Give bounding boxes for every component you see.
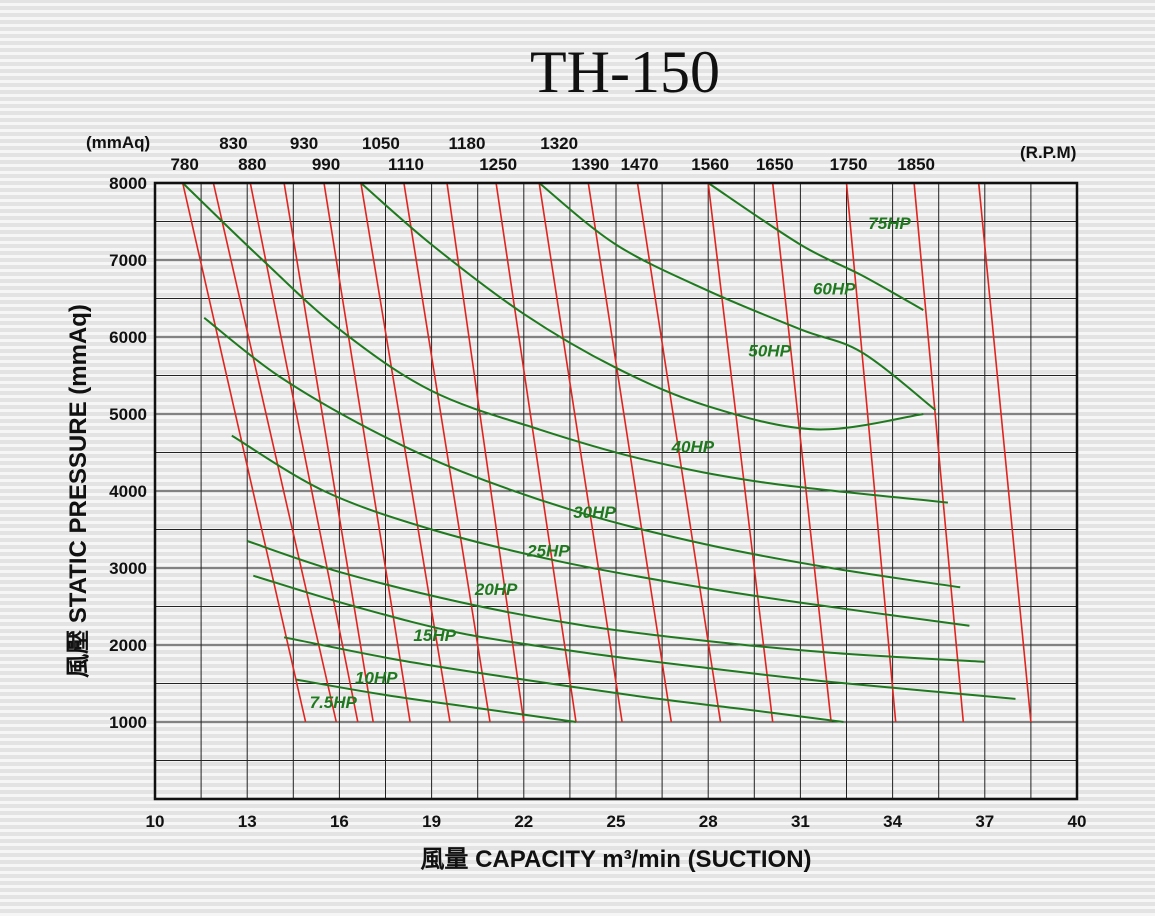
rpm-line	[495, 182, 577, 723]
rpm-line	[212, 182, 338, 723]
x-tick-label: 10	[146, 812, 165, 831]
x-tick-label: 19	[422, 812, 441, 831]
rpm-label: 1050	[362, 134, 400, 153]
x-tick-label: 37	[975, 812, 994, 831]
hp-label: 25HP	[526, 541, 570, 560]
hp-curve	[182, 182, 949, 504]
grid	[155, 183, 1077, 799]
hp-label: 50HP	[748, 341, 791, 360]
rpm-line	[283, 182, 374, 723]
rpm-label: 1180	[449, 134, 486, 153]
y-tick-label: 8000	[109, 174, 147, 193]
y-tick-label: 1000	[109, 713, 147, 732]
rpm-label: 780	[170, 155, 198, 174]
rpm-line	[707, 182, 774, 723]
rpm-line	[636, 182, 722, 723]
rpm-unit-label: (R.P.M)	[1020, 143, 1076, 162]
x-tick-label: 13	[238, 812, 257, 831]
rpm-label: 1320	[540, 134, 578, 153]
y-tick-label: 3000	[109, 559, 147, 578]
hp-label: 60HP	[813, 280, 856, 299]
rpm-label: 930	[290, 134, 318, 153]
x-tick-label: 25	[607, 812, 626, 831]
hp-curve	[246, 540, 985, 663]
y-tick-label: 5000	[109, 405, 147, 424]
hp-label: 20HP	[474, 580, 518, 599]
rpm-label: 1850	[897, 155, 935, 174]
rpm-line	[587, 182, 673, 723]
plot-frame	[153, 181, 1079, 801]
y-tick-label: 2000	[109, 636, 147, 655]
x-axis-label: 風量 CAPACITY m³/min (SUCTION)	[420, 846, 811, 873]
hp-curve	[296, 678, 577, 723]
hp-label: 7.5HP	[310, 693, 358, 712]
x-tick-label: 40	[1068, 812, 1087, 831]
hp-lines	[182, 182, 1016, 723]
hp-label: 40HP	[671, 438, 715, 457]
x-tick-label: 34	[883, 812, 902, 831]
rpm-label: 880	[238, 155, 266, 174]
hp-label: 10HP	[355, 669, 398, 688]
rpm-label: 1470	[621, 155, 659, 174]
y-unit-label: (mmAq)	[86, 133, 150, 152]
rpm-line	[977, 182, 1032, 723]
rpm-line	[249, 182, 359, 723]
rpm-label: 830	[219, 134, 247, 153]
rpm-label: 1750	[830, 155, 868, 174]
rpm-top-labels: 830 930 1050 1180 1320	[219, 134, 578, 153]
hp-curve	[538, 182, 937, 411]
hp-curve	[707, 182, 924, 311]
rpm-line	[771, 182, 832, 723]
hp-curve	[253, 574, 1016, 700]
rpm-label: 1650	[756, 155, 794, 174]
hp-curve	[231, 434, 970, 627]
x-tick-label: 28	[699, 812, 718, 831]
rpm-line	[360, 182, 451, 723]
rpm-line	[403, 182, 491, 723]
chart-title: TH-150	[530, 39, 720, 105]
x-tick-label: 16	[330, 812, 349, 831]
hp-label: 15HP	[413, 626, 456, 645]
rpm-label: 1560	[691, 155, 729, 174]
rpm-line	[323, 182, 411, 723]
rpm-line	[446, 182, 525, 723]
hp-curve	[203, 317, 961, 589]
y-tick-label: 6000	[109, 328, 147, 347]
x-tick-label: 22	[514, 812, 533, 831]
hp-curve	[360, 182, 924, 431]
rpm-label: 1250	[479, 155, 517, 174]
hp-label: 75HP	[868, 214, 911, 233]
rpm-line	[538, 182, 623, 723]
x-tick-labels: 10 13 16 19 22 25 28 31 34 37 40	[146, 812, 1087, 831]
y-tick-label: 4000	[109, 482, 147, 501]
rpm-label: 1110	[388, 155, 424, 174]
y-tick-label: 7000	[109, 251, 147, 270]
hp-curve	[283, 636, 844, 723]
rpm-label: 990	[312, 155, 340, 174]
hp-label: 30HP	[573, 503, 616, 522]
y-tick-labels: 1000 2000 3000 4000 5000 6000 7000 8000	[109, 174, 147, 732]
rpm-lines	[181, 182, 1032, 723]
x-tick-label: 31	[791, 812, 810, 831]
rpm-line	[181, 182, 307, 723]
rpm-line	[913, 182, 965, 723]
rpm-bottom-labels: 780 880 990 1110 1250 1390 1470 1560 1650 1750 185…	[170, 155, 935, 174]
y-axis-label: 風壓 STATIC PRESSURE (mmAq)	[65, 304, 92, 678]
rpm-label: 1390	[571, 155, 609, 174]
